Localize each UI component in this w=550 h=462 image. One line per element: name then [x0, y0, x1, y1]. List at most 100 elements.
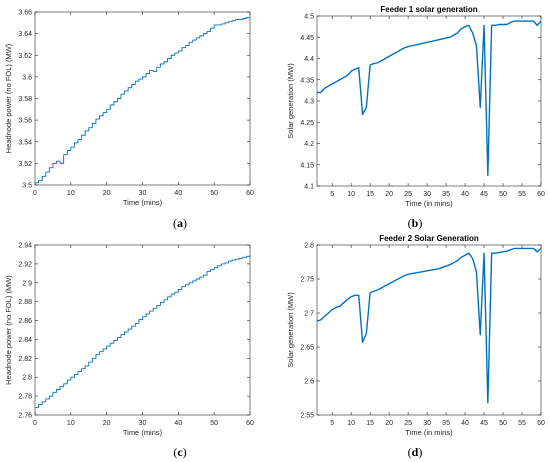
panel-a-ytick-label: 3.58: [18, 96, 32, 103]
panel-a-xtick-label: 50: [210, 190, 218, 197]
panel-a-xlabel: Time (mins): [123, 198, 163, 207]
panel-d-xtick-label: 25: [404, 420, 412, 427]
panel-c-xtick-label: 40: [174, 420, 182, 427]
caption-a-label: a: [177, 216, 183, 230]
panel-c-ytick-label: 2.78: [18, 394, 32, 401]
panel-d-xtick-label: 5: [330, 420, 334, 427]
panel-a-xtick-label: 20: [103, 190, 111, 197]
panel-a-xtick-label: 40: [174, 190, 182, 197]
panel-b-ytick-label: 4.1: [304, 184, 314, 191]
panel-c-ytick-label: 2.88: [18, 299, 32, 306]
panel-c-ytick-label: 2.94: [18, 243, 32, 250]
panel-c-ytick-label: 2.92: [18, 261, 32, 268]
panel-b-xtick-label: 45: [480, 191, 488, 198]
panel-c-series-line: [35, 255, 251, 408]
panel-b-xtick-label: 60: [537, 191, 545, 198]
caption-a: (a): [173, 216, 187, 230]
panel-d-xtick-label: 50: [499, 420, 507, 427]
panel-a-xtick-label: 60: [246, 190, 254, 197]
caption-b: (b): [407, 216, 423, 230]
panel-a-xtick-label: 10: [67, 190, 75, 197]
panel-c-ytick-label: 2.9: [22, 280, 32, 287]
panel-b-ytick-label: 4.2: [304, 141, 314, 148]
panel-a-axes-box: [34, 11, 251, 186]
panel-b-ytick-label: 4.4: [304, 56, 314, 63]
panel-a-xtick-label: 30: [139, 190, 147, 197]
panel-d-title: Feeder 2 Solar Generation: [379, 234, 479, 243]
panel-d-xtick-label: 15: [366, 420, 374, 427]
panel-a-xtick-label: 0: [33, 190, 37, 197]
panel-d-xtick-label: 30: [423, 420, 431, 427]
panel-c-xtick-label: 50: [210, 420, 218, 427]
panel-d-ytick-label: 2.55: [300, 413, 314, 420]
panel-b-xtick-label: 50: [499, 191, 507, 198]
panel-a-ylabel: Headnode power (no FOL) (MW): [4, 43, 13, 153]
panel-c-ytick-label: 2.82: [18, 356, 32, 363]
panel-b-xtick-label: 5: [330, 191, 334, 198]
panel-d-xtick-label: 45: [480, 420, 488, 427]
panel-d-xtick-label: 60: [537, 420, 545, 427]
panel-c-xlabel: Time (mins): [123, 428, 163, 437]
panel-a: 0 10 20 30 40 50 60 3.5 3.52 3.54 3.56 3.58 3.6 3.62 3…: [4, 10, 254, 208]
caption-c: (c): [173, 445, 187, 459]
panel-b-ytick-label: 4.3: [304, 99, 314, 106]
panel-d-xtick-label: 20: [385, 420, 393, 427]
panel-b-xtick-label: 30: [423, 191, 431, 198]
panel-b-xtick-label: 10: [347, 191, 355, 198]
panel-b-ytick-label: 4.5: [304, 14, 314, 21]
panel-b-title: Feeder 1 solar generation: [380, 5, 477, 14]
panel-a-ytick-label: 3.66: [18, 10, 32, 17]
panel-c-xtick-label: 10: [67, 420, 75, 427]
panel-d-ytick-label: 2.65: [300, 345, 314, 352]
panel-b-xtick-label: 25: [404, 191, 412, 198]
panel-d: 5 10 15 20 25 30 35 40 45 50 55 60 2.55 2.6 2.65 2.7 2.7…: [286, 234, 545, 437]
panel-a-ytick-label: 3.56: [18, 118, 32, 125]
panel-b-xtick-label: 55: [518, 191, 526, 198]
panel-d-xtick-label: 40: [461, 420, 469, 427]
panel-c-xtick-label: 30: [139, 420, 147, 427]
panel-b-xtick-label: 15: [366, 191, 374, 198]
panel-c-ytick-label: 2.84: [18, 337, 32, 344]
caption-d: (d): [407, 445, 423, 459]
panel-d-xtick-label: 55: [518, 420, 526, 427]
panel-a-ytick-label: 3.6: [22, 74, 32, 81]
panel-b-ytick-label: 4.25: [300, 120, 314, 127]
caption-d-label: d: [411, 445, 419, 459]
panel-b-xlabel: Time (in mins): [405, 199, 453, 208]
panel-b: 5 10 15 20 25 30 35 40 45 50 55 60 4.1 4.15 4.2 4.25 4.3…: [286, 5, 545, 208]
panel-d-xlabel: Time (in mins): [405, 428, 453, 437]
panel-b-ylabel: Solar generation (MW): [286, 63, 295, 139]
panel-d-axes-box: [316, 244, 542, 416]
panel-c-xtick-label: 60: [246, 420, 254, 427]
panel-b-xtick-label: 40: [461, 191, 469, 198]
panel-d-ytick-label: 2.8: [304, 243, 314, 250]
panel-d-xtick-label: 10: [347, 420, 355, 427]
panel-c-ylabel: Headnode power (no FOL) (MW): [4, 275, 13, 385]
panel-b-series-line: [317, 20, 542, 177]
panel-c-xtick-label: 0: [33, 420, 37, 427]
caption-c-label: c: [177, 445, 183, 459]
panel-d-series-line: [316, 247, 542, 404]
panel-a-ytick-label: 3.52: [18, 161, 32, 168]
panel-a-ytick-label: 3.5: [22, 183, 32, 190]
panel-d-ytick-label: 2.75: [300, 277, 314, 284]
panel-b-ytick-label: 4.35: [300, 77, 314, 84]
panel-c-ytick-label: 2.8: [22, 375, 32, 382]
panel-c: 0 10 20 30 40 50 60 2.76 2.78 2.8 2.82 2.84 2.86 2.88…: [4, 243, 254, 438]
panel-d-ytick-label: 2.7: [304, 311, 314, 318]
panel-a-series-line: [35, 16, 250, 184]
panel-b-xtick-label: 35: [442, 191, 450, 198]
panel-d-ytick-label: 2.6: [304, 379, 314, 386]
panel-c-axes-box: [34, 244, 251, 416]
panel-b-ytick-label: 4.15: [300, 162, 314, 169]
panel-a-ytick-label: 3.62: [18, 53, 32, 60]
panel-c-ytick-label: 2.86: [18, 318, 32, 325]
panel-d-ylabel: Solar generation (MW): [286, 292, 295, 368]
panel-c-ytick-label: 2.76: [18, 413, 32, 420]
caption-b-label: b: [411, 216, 419, 230]
panel-a-ytick-label: 3.54: [18, 139, 32, 146]
panel-b-xtick-label: 20: [385, 191, 393, 198]
panel-d-xtick-label: 35: [442, 420, 450, 427]
panel-a-ytick-label: 3.64: [18, 31, 32, 38]
